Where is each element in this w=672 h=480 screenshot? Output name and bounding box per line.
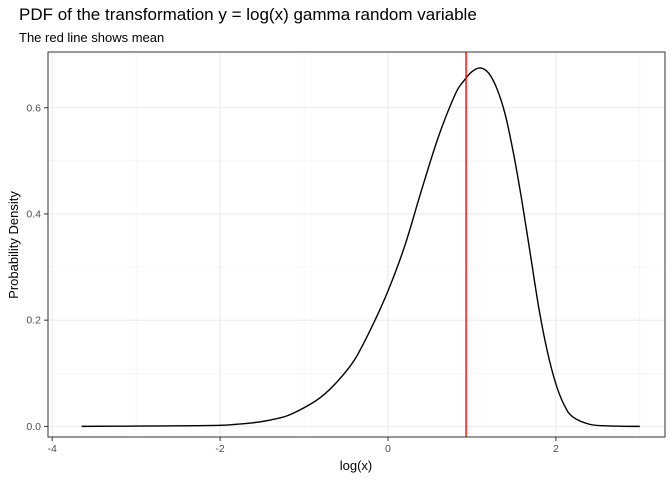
minor-gridlines <box>48 52 665 437</box>
chart-subtitle: The red line shows mean <box>19 30 164 45</box>
major-gridlines <box>48 52 665 437</box>
x-axis: -4 -2 0 2 <box>48 437 559 455</box>
x-axis-title: log(x) <box>340 458 373 473</box>
plot-panel <box>47 51 666 438</box>
plot-background <box>48 52 665 437</box>
y-tick-label: 0.0 <box>26 421 41 433</box>
chart-title: PDF of the transformation y = log(x) gam… <box>19 5 477 24</box>
density-curve <box>81 67 640 428</box>
y-tick-label: 0.4 <box>26 208 41 220</box>
x-tick-label: 2 <box>553 443 559 455</box>
plot-border <box>47 51 666 438</box>
y-tick-label: 0.6 <box>26 102 41 114</box>
x-tick-label: -4 <box>48 443 57 455</box>
y-axis: 0.0 0.2 0.4 0.6 <box>26 102 48 433</box>
x-tick-label: 0 <box>385 443 391 455</box>
y-tick-label: 0.2 <box>26 315 41 327</box>
y-axis-title: Probability Density <box>6 191 21 299</box>
x-tick-label: -2 <box>215 443 224 455</box>
